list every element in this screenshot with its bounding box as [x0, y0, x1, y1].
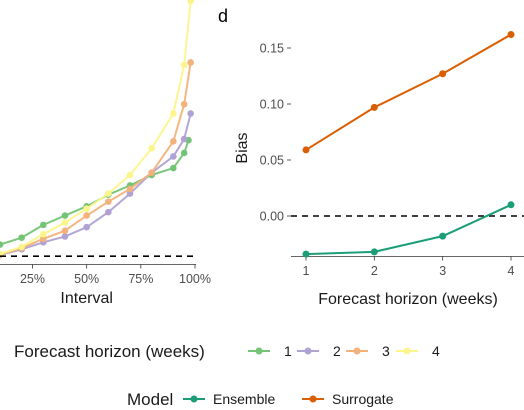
- left-series-point-1: [40, 221, 47, 229]
- left-series-point-3: [105, 198, 112, 205]
- legend-horizon-title: Forecast horizon (weeks): [14, 342, 205, 361]
- right-series-point-surrogate: [507, 31, 515, 39]
- left-series-point-4: [83, 205, 90, 212]
- left-series-point-2: [61, 233, 69, 240]
- legend-model-title: Model: [127, 390, 173, 409]
- left-series-point-4: [126, 171, 134, 179]
- legend-horizon-key-1: 1: [248, 343, 292, 359]
- left-series-point-4: [105, 190, 112, 197]
- left-x-tick-label: 100%: [179, 272, 211, 286]
- left-series-point-1: [0, 241, 4, 248]
- legend-model-key-ensemble: Ensemble: [183, 391, 275, 407]
- legend-horizon-swatch-point: [304, 347, 312, 355]
- left-series-point-2: [126, 190, 134, 197]
- left-series-point-3: [187, 59, 194, 66]
- legend-horizon-label: 3: [382, 343, 390, 359]
- right-y-tick-label: 0.10: [260, 98, 284, 112]
- left-series-line-4: [0, 0, 192, 255]
- left-series-point-1: [170, 164, 177, 172]
- left-series-point-1: [18, 234, 25, 241]
- right-x-tick-label: 4: [508, 264, 515, 278]
- legend-horizon-label: 2: [333, 343, 341, 359]
- left-series-point-4: [170, 110, 177, 117]
- left-series-point-2: [170, 153, 177, 160]
- legend-horizon-swatch-point: [353, 347, 361, 355]
- left-series-point-1: [61, 212, 69, 219]
- legend-model-key-surrogate: Surrogate: [302, 391, 394, 407]
- legend-horizon-label: 1: [284, 343, 292, 359]
- left-series-point-3: [61, 227, 69, 234]
- legend-model-swatch-point: [309, 395, 317, 403]
- legend-model-label: Surrogate: [332, 391, 394, 407]
- legend-horizon-key-4: 4: [396, 343, 440, 359]
- right-series-point-ensemble: [302, 250, 310, 258]
- left-series-line-3: [0, 62, 192, 256]
- left-series-point-3: [180, 100, 188, 108]
- left-series-point-4: [40, 230, 47, 238]
- right-y-axis-title: Bias: [234, 132, 251, 163]
- right-series-point-ensemble: [370, 248, 378, 256]
- left-series-point-3: [170, 138, 177, 145]
- legend-horizon-label: 4: [432, 343, 440, 359]
- left-x-tick-label: 75%: [128, 272, 153, 286]
- right-y-tick-label: 0.00: [260, 210, 284, 224]
- right-series-line-surrogate: [305, 33, 512, 151]
- legend-model: Model Ensemble Surrogate: [127, 390, 394, 409]
- left-series-point-2: [180, 135, 188, 143]
- left-series-point-3: [148, 169, 155, 176]
- left-series-point-4: [180, 61, 188, 69]
- legend-model-swatch-point: [190, 395, 198, 403]
- legend-horizon-key-2: 2: [297, 343, 341, 359]
- left-x-axis-title: Interval: [60, 290, 112, 307]
- left-series-point-3: [126, 185, 134, 193]
- left-series-point-3: [40, 235, 47, 243]
- right-y-tick-label: 0.05: [260, 154, 284, 168]
- left-x-tick-label: 50%: [74, 272, 99, 286]
- right-series-point-surrogate: [439, 70, 447, 78]
- right-series-point-surrogate: [302, 146, 310, 154]
- left-x-tick-label: 25%: [20, 272, 45, 286]
- left-panel: 25% 50% 75% 100% Interval: [0, 0, 211, 307]
- right-x-tick-label: 2: [371, 264, 378, 278]
- right-x-axis-title: Forecast horizon (weeks): [318, 291, 498, 308]
- right-series-point-ensemble: [507, 201, 515, 209]
- left-series-point-4: [148, 145, 155, 152]
- legend-horizon: Forecast horizon (weeks) 1 2 3 4: [14, 342, 440, 361]
- left-series-point-2: [83, 223, 90, 231]
- left-series-point-3: [83, 212, 90, 219]
- left-series-point-4: [61, 219, 69, 226]
- left-series-point-1: [180, 149, 188, 157]
- panel-label-d: d: [218, 6, 228, 26]
- right-panel: d 0.00 0.05 0.10 0.15 1 2 3 4 Forecast horizon…: [218, 6, 524, 308]
- left-series-point-4: [18, 243, 25, 251]
- legend-horizon-swatch-point: [255, 347, 263, 355]
- left-series-point-4: [187, 0, 194, 5]
- right-series-line-ensemble: [305, 203, 512, 256]
- right-series-point-surrogate: [370, 103, 378, 111]
- right-series-point-ensemble: [439, 232, 447, 240]
- legend-horizon-swatch-point: [403, 347, 411, 355]
- right-x-tick-label: 1: [303, 264, 310, 278]
- left-series-point-2: [187, 110, 194, 117]
- legend-horizon-key-3: 3: [346, 343, 390, 359]
- left-series-line-1: [0, 139, 190, 246]
- left-series-point-2: [105, 208, 112, 216]
- right-y-tick-label: 0.15: [260, 42, 284, 56]
- legend-model-label: Ensemble: [213, 391, 275, 407]
- right-x-tick-label: 3: [439, 264, 446, 278]
